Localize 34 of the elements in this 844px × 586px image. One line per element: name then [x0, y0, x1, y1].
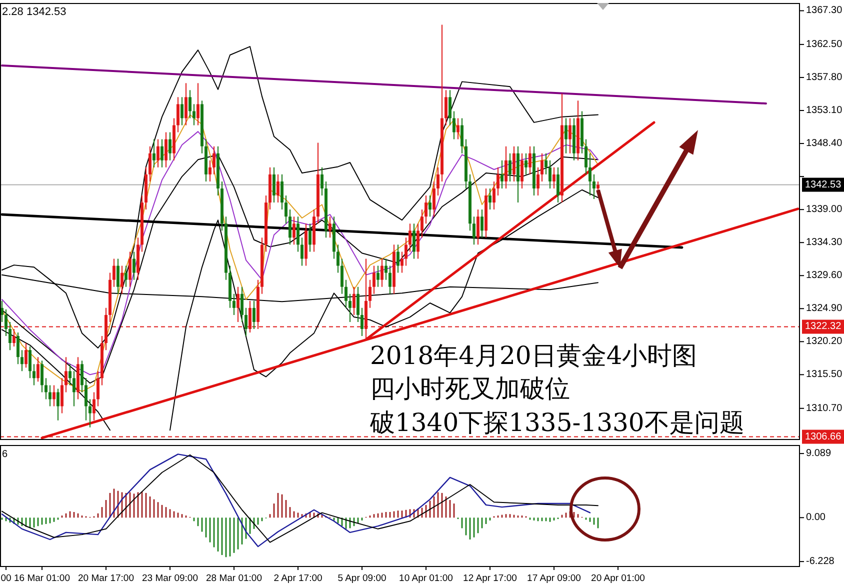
y-tick-label: 1324.90	[806, 303, 843, 314]
x-tick-label: 20 Apr 01:00	[591, 573, 645, 584]
y-tick-label: 1339.00	[806, 204, 843, 216]
y-tick-label: -6.228	[806, 556, 835, 568]
x-tick-label: 16 Mar 01:00	[14, 573, 70, 584]
y-tick-label: 0.00	[806, 512, 826, 524]
annotation: 6	[2, 449, 8, 460]
ref-line-label: 1322.32	[805, 321, 842, 332]
x-tick-label: 2 Apr 17:00	[274, 573, 322, 584]
y-tick-label: 1329.60	[806, 270, 843, 282]
y-tick-label: 9.089	[806, 448, 832, 460]
y-tick-label: 1310.70	[806, 402, 843, 414]
x-tick-label: 00	[0, 573, 12, 584]
x-tick-label: 20 Mar 17:00	[78, 573, 134, 584]
x-tick-label: 10 Apr 01:00	[399, 573, 453, 584]
y-tick-label: 1348.40	[806, 138, 843, 150]
x-tick-label: 28 Mar 01:00	[206, 573, 262, 584]
annotation: 破1340下探1335-1330不是问题	[369, 408, 744, 437]
ref-line-label: 1342.53	[805, 179, 842, 190]
y-tick-label: 1320.20	[806, 336, 843, 348]
x-tick-label: 23 Mar 09:00	[142, 573, 198, 584]
x-tick-label: 5 Apr 09:00	[338, 573, 386, 584]
annotation: 四小时死叉加破位	[370, 374, 570, 403]
y-tick-label: 1357.80	[806, 72, 843, 83]
x-tick-label: 12 Apr 17:00	[463, 573, 517, 584]
annotation: 2018年4月20日黄金4小时图	[370, 341, 698, 370]
y-tick-label: 1315.50	[806, 369, 843, 380]
y-tick-label: 1353.10	[806, 104, 843, 116]
y-tick-label: 1334.30	[806, 237, 843, 248]
annotation: 2.28 1342.53	[2, 6, 66, 18]
y-tick-label: 1367.30	[806, 5, 843, 16]
y-tick-label: 1362.50	[806, 38, 843, 50]
ref-line-label: 1306.66	[805, 431, 842, 442]
x-tick-label: 17 Apr 09:00	[527, 573, 581, 584]
